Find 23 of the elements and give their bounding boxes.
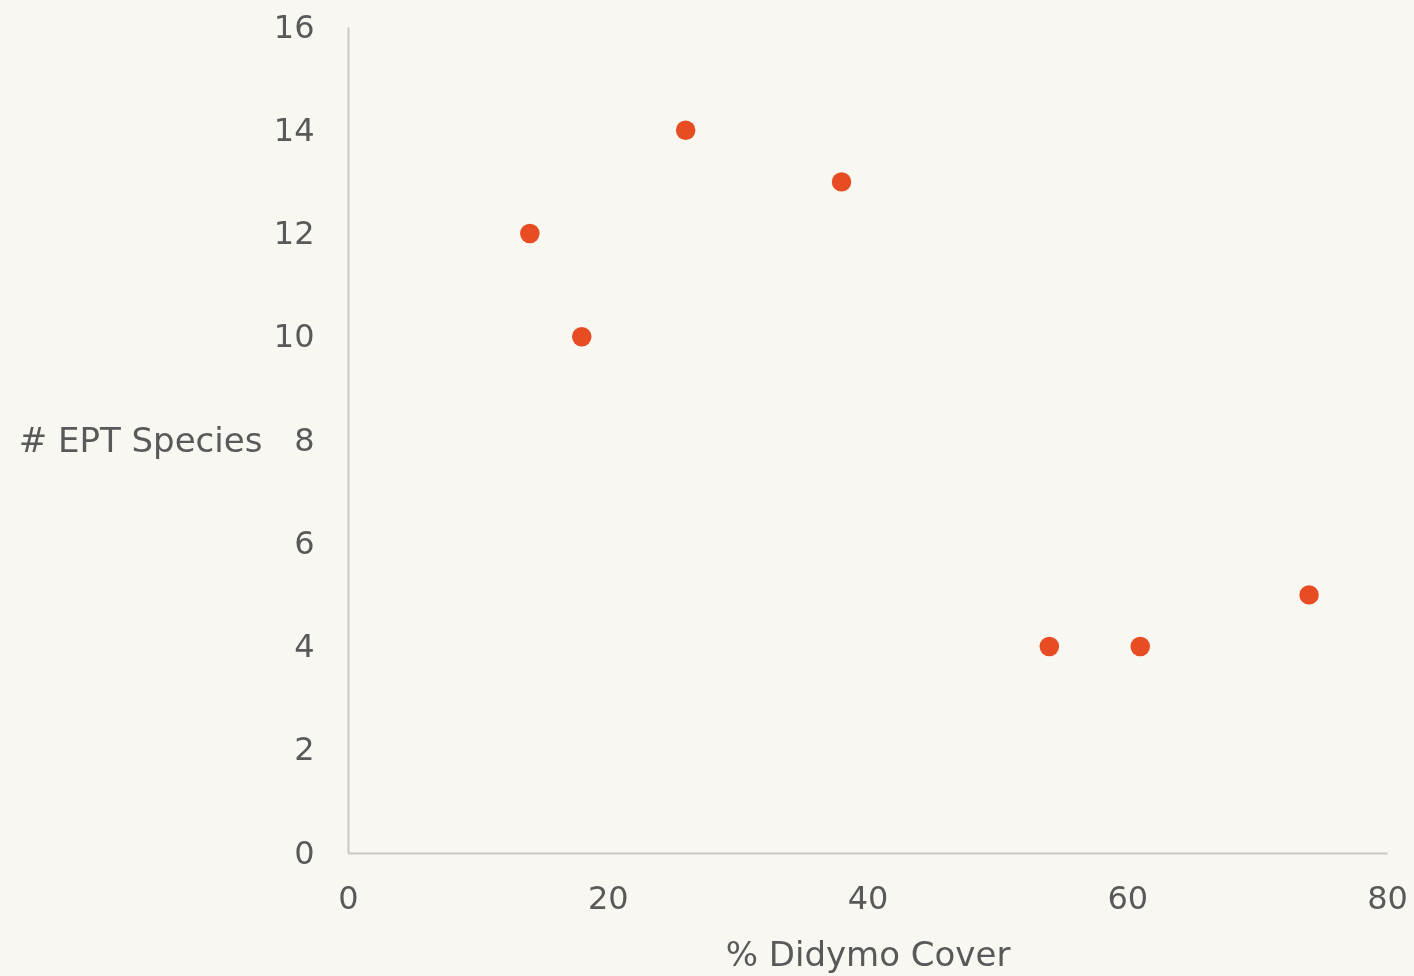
y-tick-label: 4 bbox=[294, 627, 315, 665]
point bbox=[520, 223, 540, 244]
point bbox=[1039, 636, 1060, 657]
x-tick-label: 40 bbox=[847, 878, 889, 917]
y-tick-label: 12 bbox=[273, 214, 315, 252]
point bbox=[831, 172, 852, 192]
x-axis-title: % Didymo Cover bbox=[725, 933, 1011, 974]
point bbox=[675, 120, 696, 140]
y-tick-label: 6 bbox=[294, 523, 315, 562]
point bbox=[1299, 585, 1319, 605]
x-tick-label: 60 bbox=[1107, 878, 1149, 917]
x-tick-label: 0 bbox=[338, 878, 359, 917]
y-tick-label: 14 bbox=[273, 110, 315, 149]
point bbox=[572, 327, 592, 347]
y-axis-title: # EPT Species bbox=[18, 419, 263, 460]
y-tick-label: 16 bbox=[273, 7, 315, 46]
y-tick-label: 10 bbox=[273, 317, 315, 356]
point bbox=[1130, 636, 1150, 657]
y-tick-label: 2 bbox=[294, 730, 315, 769]
y-tick-label: 8 bbox=[294, 420, 315, 459]
x-tick-label: 20 bbox=[587, 878, 629, 917]
y-tick-label: 0 bbox=[294, 833, 315, 872]
x-tick-label: 80 bbox=[1367, 878, 1408, 917]
